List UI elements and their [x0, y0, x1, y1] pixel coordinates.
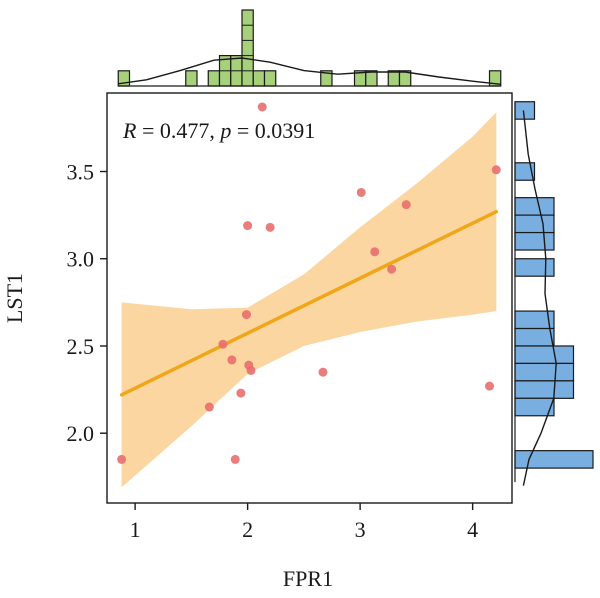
data-point	[243, 221, 253, 231]
x-tick-label: 2	[242, 517, 253, 542]
data-point	[236, 388, 246, 398]
right-marginal-histogram	[514, 101, 594, 486]
data-point	[318, 367, 328, 377]
data-point	[401, 200, 411, 210]
confidence-band-group	[119, 112, 498, 488]
data-point	[218, 339, 228, 349]
top-histogram-bar	[185, 70, 198, 87]
top-histogram-bar	[387, 70, 401, 87]
data-point	[370, 247, 380, 257]
data-point	[356, 187, 366, 197]
data-point	[227, 355, 237, 365]
y-axis-label: LST1	[2, 273, 27, 323]
right-histogram-bar	[514, 258, 555, 277]
data-point	[230, 454, 240, 464]
top-marginal-histogram	[117, 9, 502, 87]
plot-frame	[106, 92, 513, 504]
right-histogram-bar	[514, 450, 594, 469]
data-point	[485, 381, 494, 391]
data-point	[204, 402, 214, 412]
data-point	[117, 454, 127, 464]
top-histogram-bar	[241, 9, 254, 87]
right-histogram-bar	[514, 197, 555, 216]
top-histogram-bar	[365, 70, 378, 87]
annotation-p-value: = 0.0391	[231, 118, 315, 143]
scatter-points	[117, 102, 501, 464]
regression-line	[119, 209, 498, 397]
annotation-r-symbol: R	[122, 118, 137, 143]
right-histogram-bar	[514, 231, 555, 251]
data-point	[387, 264, 397, 274]
y-tick-label: 3.5	[67, 160, 95, 185]
right-histogram-bar	[514, 362, 575, 382]
right-histogram-bar	[514, 345, 575, 365]
right-density-curve	[522, 110, 557, 486]
data-point	[242, 310, 251, 320]
right-histogram-bar	[514, 327, 555, 347]
y-tick-label: 3.0	[67, 247, 95, 272]
data-point	[265, 222, 275, 232]
top-histogram-bar	[252, 70, 266, 87]
right-histogram-bar	[514, 380, 575, 399]
data-point	[246, 365, 256, 375]
top-histogram-bar	[207, 70, 221, 87]
data-point	[257, 102, 267, 112]
annotation-r-value: = 0.477,	[136, 118, 220, 143]
x-tick-label: 4	[467, 517, 478, 542]
annotation-p-symbol: p	[218, 118, 231, 143]
axes-group: 1 2 3 4 2.0 2.5 3.0 3.5	[67, 92, 513, 542]
top-density-curve	[118, 57, 501, 85]
correlation-annotation: R = 0.477, p = 0.0391	[122, 118, 315, 143]
confidence-band	[121, 112, 497, 488]
top-histogram-bar	[263, 70, 277, 87]
x-tick-label: 3	[355, 517, 366, 542]
data-point	[491, 165, 501, 175]
x-axis-label: FPR1	[283, 566, 333, 591]
y-tick-label: 2.5	[67, 334, 95, 359]
y-tick-label: 2.0	[67, 421, 95, 446]
right-histogram-bar	[514, 214, 555, 234]
x-tick-label: 1	[130, 517, 141, 542]
